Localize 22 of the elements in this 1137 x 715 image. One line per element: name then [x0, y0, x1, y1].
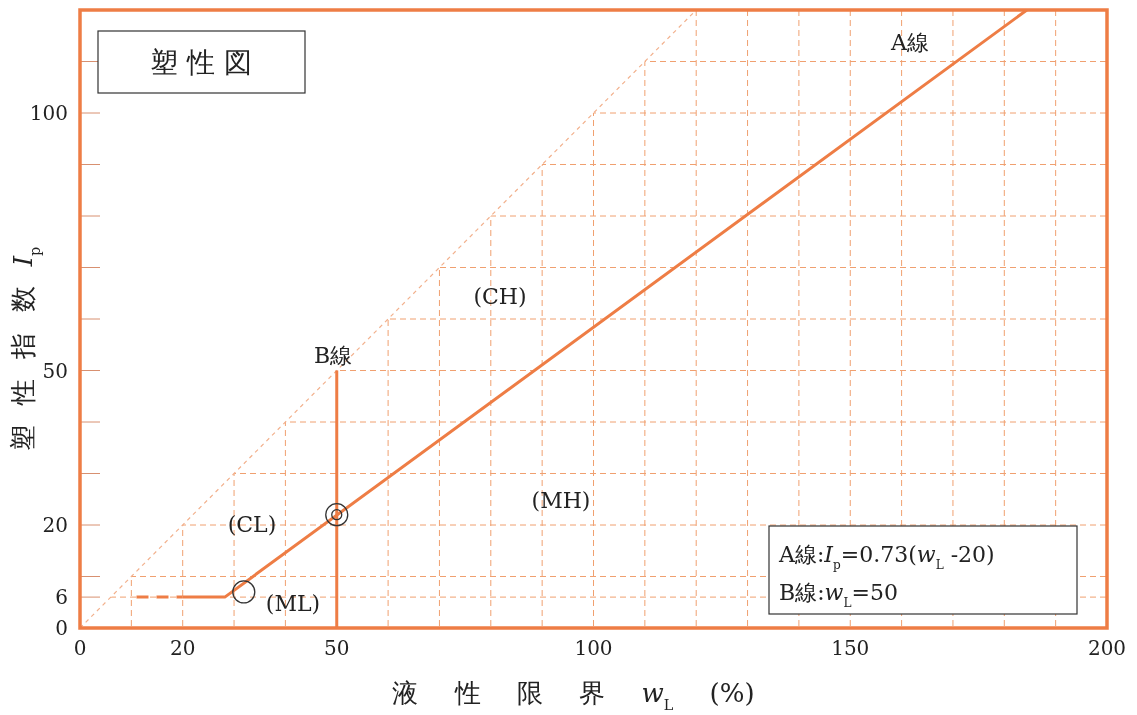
x-tick-label: 0: [73, 636, 87, 660]
y-tick-label: 50: [42, 358, 68, 383]
x-tick-label: 200: [1087, 636, 1127, 660]
annotation: (CL): [227, 512, 277, 537]
x-tick-label: 150: [831, 636, 870, 660]
annotation: (ML): [265, 591, 321, 616]
text: 液 性 限 界 w$_{L}$ (%): [392, 678, 755, 713]
annotation: B線:w$_{L}$=50: [779, 580, 898, 610]
annotation: A線: [890, 30, 929, 55]
y-tick-label: 0: [55, 616, 68, 640]
annotation: (CH): [473, 284, 527, 309]
annotation: B線: [313, 343, 353, 368]
y-tick-label: 6: [55, 585, 68, 610]
y-tick-label: 20: [42, 513, 68, 537]
x-tick-label: 100: [574, 636, 613, 660]
x-tick-label: 20: [169, 636, 196, 660]
annotation: (MH): [531, 488, 591, 513]
title-box: 塑 性 図: [97, 30, 306, 94]
formula-box: A線:I$_{p}$=0.73(w$_{L}$ -20) B線:w$_{L}$=50: [768, 525, 1078, 615]
annotation: A線:I$_{p}$=0.73(w$_{L}$ -20): [778, 542, 995, 572]
y-tick-label: 100: [29, 101, 68, 125]
x-tick-label: 50: [324, 636, 350, 660]
